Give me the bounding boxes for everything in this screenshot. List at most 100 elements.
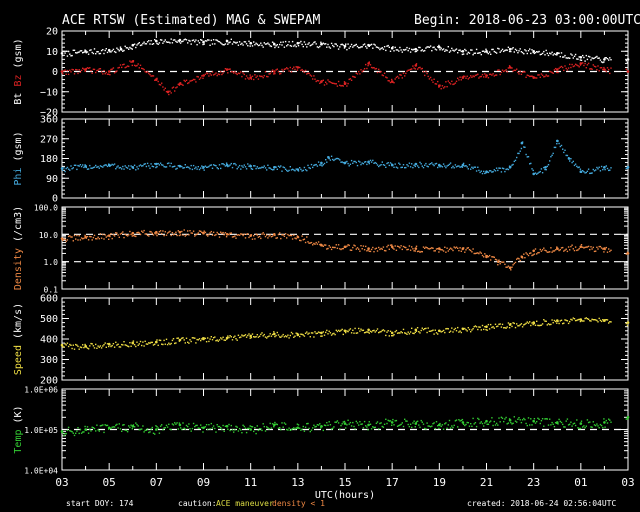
data-dot [350, 332, 353, 334]
data-dot [104, 164, 106, 166]
data-dot [271, 235, 274, 237]
data-dot [168, 423, 170, 425]
data-dot [141, 165, 143, 167]
data-dot [78, 348, 80, 350]
data-dot [277, 233, 280, 236]
data-dot [511, 325, 513, 328]
data-dot [131, 64, 133, 67]
data-dot [309, 74, 311, 76]
data-dot [504, 49, 506, 52]
data-dot [513, 416, 515, 418]
data-point [390, 331, 394, 335]
data-dot [314, 426, 316, 428]
data-dot [551, 71, 553, 74]
data-dot [453, 167, 455, 169]
data-dot [248, 40, 250, 42]
data-dot [163, 234, 165, 237]
data-dot [586, 419, 589, 421]
data-dot [289, 334, 291, 337]
data-dot [518, 325, 520, 327]
data-dot [432, 163, 434, 166]
data-dot [72, 432, 74, 434]
data-dot [168, 41, 170, 43]
data-dot [201, 75, 203, 77]
data-dot [144, 233, 146, 235]
data-dot [454, 420, 457, 422]
data-dot [77, 239, 79, 241]
data-dot [62, 169, 64, 171]
data-dot [389, 244, 392, 246]
data-dot [262, 232, 264, 234]
y-label-part: Phi [13, 168, 24, 186]
data-dot [354, 76, 356, 78]
data-dot [65, 73, 67, 75]
data-dot [138, 67, 140, 69]
data-dot [300, 429, 302, 431]
data-dot [470, 423, 472, 425]
data-dot [332, 82, 334, 84]
data-dot [441, 249, 444, 251]
data-dot [67, 345, 70, 348]
data-dot [295, 168, 297, 170]
data-dot [474, 252, 477, 255]
data-dot [250, 425, 253, 428]
data-dot [67, 426, 70, 429]
data-dot [587, 55, 590, 58]
data-dot [170, 234, 172, 237]
data-dot [110, 233, 112, 235]
data-dot [352, 246, 354, 249]
data-dot [200, 339, 202, 342]
data-dot [234, 71, 236, 73]
data-dot [605, 246, 607, 249]
data-dot [391, 244, 393, 246]
data-dot [103, 164, 105, 167]
caution-text: ACE maneuver [216, 499, 274, 508]
data-dot [182, 167, 184, 169]
data-dot [210, 74, 212, 76]
data-dot [523, 53, 525, 55]
data-dot [129, 46, 131, 49]
data-dot [501, 261, 504, 263]
data-dot [184, 38, 186, 40]
data-dot [243, 233, 245, 235]
data-dot [346, 85, 348, 87]
data-dot [183, 229, 185, 231]
data-dot [332, 246, 334, 248]
data-dot [79, 346, 82, 348]
data-dot [93, 347, 96, 349]
data-dot [464, 424, 466, 427]
data-dot [608, 322, 610, 324]
data-dot [416, 327, 419, 329]
data-dot [111, 344, 113, 347]
data-dot [566, 69, 569, 71]
data-dot [333, 82, 335, 85]
data-dot [296, 69, 299, 71]
data-dot [376, 328, 379, 330]
data-dot [322, 429, 324, 432]
data-dot [144, 70, 146, 73]
data-dot [335, 244, 337, 246]
data-dot [187, 341, 189, 343]
data-dot [131, 428, 133, 430]
data-dot [116, 166, 118, 168]
data-dot [477, 417, 479, 420]
data-dot [412, 166, 414, 169]
data-dot [297, 45, 300, 47]
data-dot [224, 43, 227, 45]
data-point [249, 164, 252, 168]
data-dot [268, 335, 270, 337]
data-dot [112, 48, 115, 51]
data-dot [93, 427, 96, 430]
data-dot [188, 166, 190, 169]
data-dot [446, 247, 448, 249]
data-dot [296, 332, 299, 335]
data-dot [474, 74, 477, 77]
data-dot [503, 70, 505, 73]
data-dot [525, 76, 527, 78]
data-dot [527, 417, 530, 419]
data-dot [475, 74, 478, 76]
data-dot [365, 425, 367, 427]
data-dot [336, 420, 339, 422]
data-dot [471, 329, 473, 331]
